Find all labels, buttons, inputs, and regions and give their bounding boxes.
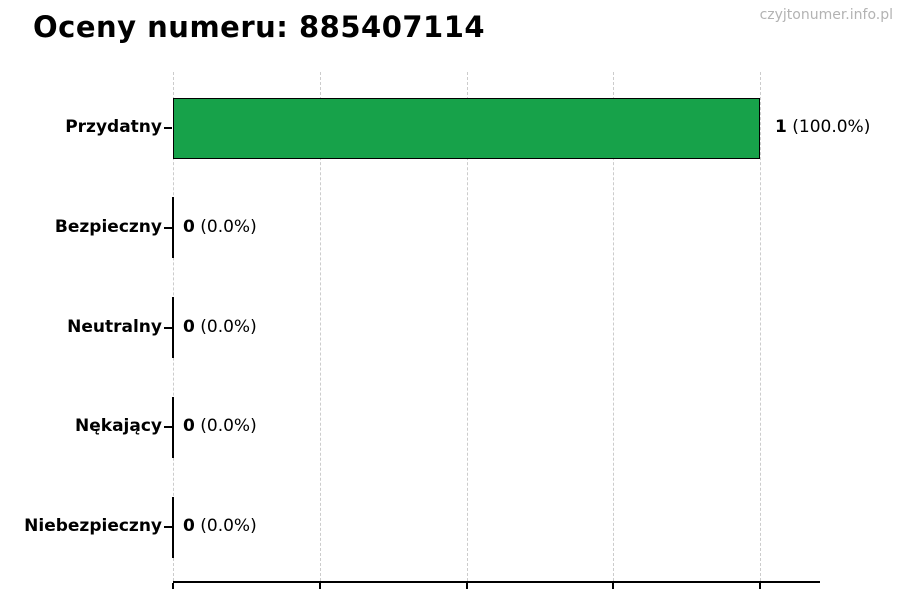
y-axis-tick <box>164 426 172 429</box>
value-percent: (0.0%) <box>194 416 257 437</box>
value-count: 0 <box>183 416 195 437</box>
x-axis-tick <box>612 583 615 589</box>
zero-value-bar <box>172 396 174 458</box>
x-axis-tick <box>465 583 468 589</box>
gridline <box>760 72 761 581</box>
gridline <box>319 72 321 581</box>
gridline <box>613 72 615 581</box>
value-count: 0 <box>183 516 195 536</box>
value-label: 0 (0.0%) <box>183 416 257 436</box>
y-axis-tick <box>164 127 172 129</box>
plot-area: Przydatny 1 (100.0%) Bezpieczny 0 (0.0%) Neu… <box>24 72 870 589</box>
value-percent: (100.0%) <box>786 117 871 137</box>
value-count: 1 <box>775 117 787 137</box>
category-label: Neutralny <box>67 316 162 337</box>
x-axis-tick <box>759 583 761 589</box>
y-axis-tick <box>164 326 172 329</box>
value-percent: (0.0%) <box>194 216 257 237</box>
category-label: Przydatny <box>65 117 162 137</box>
category-label: Bezpieczny <box>54 216 162 237</box>
value-count: 0 <box>183 216 195 237</box>
zero-value-bar <box>172 297 174 358</box>
zero-value-bar <box>172 496 174 558</box>
category-label: Nękający <box>75 416 162 437</box>
value-count: 0 <box>183 316 195 337</box>
gridline <box>466 72 468 581</box>
x-axis-line <box>173 581 820 583</box>
value-percent: (0.0%) <box>194 316 257 337</box>
x-axis-tick <box>172 583 174 589</box>
bar <box>173 97 760 159</box>
value-label: 1 (100.0%) <box>775 117 870 137</box>
value-percent: (0.0%) <box>194 516 257 536</box>
watermark-text: czyjtonumer.info.pl <box>759 7 893 23</box>
y-axis-tick <box>164 526 172 528</box>
x-axis-tick <box>318 583 321 589</box>
value-label: 0 (0.0%) <box>183 217 257 237</box>
zero-value-bar <box>172 197 174 259</box>
category-label: Niebezpieczny <box>24 516 162 536</box>
value-label: 0 (0.0%) <box>183 317 257 337</box>
chart-title: Oceny numeru: 885407114 <box>33 10 486 44</box>
value-label: 0 (0.0%) <box>183 516 257 536</box>
y-axis-tick <box>164 226 172 229</box>
